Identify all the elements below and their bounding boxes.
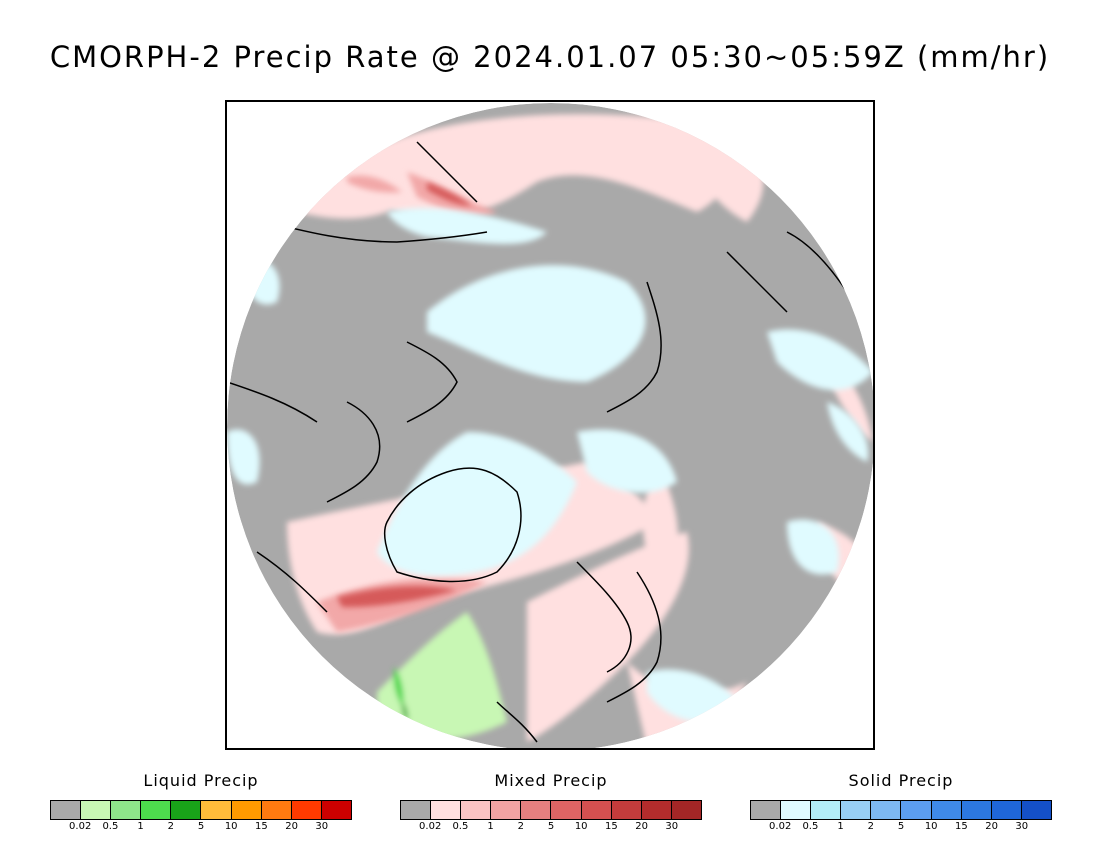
legend-tick-label: 1 [837, 821, 844, 832]
polar-precip-map [225, 100, 875, 750]
legend-tick-label: 15 [605, 821, 618, 832]
mixed-precip-cores [337, 182, 472, 608]
legend-swatch [991, 801, 1022, 819]
legend-swatch [431, 801, 462, 819]
legend-swatches [750, 800, 1052, 820]
legend-swatch [551, 801, 582, 819]
legend-tick-label: 5 [197, 821, 205, 832]
precip-field [227, 103, 873, 748]
legend-swatch [931, 801, 962, 819]
legend-swatch [581, 801, 612, 819]
legend-swatch [111, 801, 142, 819]
legend-tick-label: 10 [224, 821, 238, 832]
legend-swatch [171, 801, 202, 819]
legend-swatch [751, 801, 782, 819]
legend-tick-label: 30 [665, 821, 679, 832]
legend-ticks: 0.02 0.5 1 2 5 10 15 20 30 [400, 821, 702, 835]
legend-swatch [81, 801, 112, 819]
legend-tick-label: 20 [285, 821, 298, 832]
legend-swatch [261, 801, 292, 819]
legend-swatch [321, 801, 351, 819]
legend-tick-label: 1 [487, 821, 494, 832]
legend-mixed: Mixed Precip 0.02 0.5 1 2 5 10 15 20 30 [400, 770, 702, 835]
legend-tick-label: 1 [137, 821, 144, 832]
legend-swatch [201, 801, 232, 819]
legend-tick-label: 0.5 [802, 821, 819, 832]
legend-title: Liquid Precip [143, 771, 259, 790]
legend-swatch [961, 801, 992, 819]
legend-tick-label: 0.02 [69, 821, 92, 832]
legend-swatches [400, 800, 702, 820]
legend-liquid: Liquid Precip 0.02 0.5 1 2 5 10 15 20 30 [50, 770, 352, 835]
legend-tick-label: 20 [985, 821, 998, 832]
legend-swatch [871, 801, 902, 819]
legend-swatch [611, 801, 642, 819]
legend-swatch [51, 801, 82, 819]
legend-swatch [291, 801, 322, 819]
legend-title: Solid Precip [848, 771, 954, 790]
legend-tick-label: 10 [924, 821, 938, 832]
legend-swatch [841, 801, 872, 819]
legend-solid: Solid Precip 0.02 0.5 1 2 5 10 15 20 30 [750, 770, 1052, 835]
legend-tick-label: 15 [955, 821, 968, 832]
legend-ticks: 0.02 0.5 1 2 5 10 15 20 30 [50, 821, 352, 835]
legend-tick-label: 0.5 [102, 821, 119, 832]
legend-swatch [901, 801, 932, 819]
map-title: CMORPH-2 Precip Rate @ 2024.01.07 05:30~… [49, 40, 1051, 74]
legend-tick-label: 0.5 [452, 821, 469, 832]
legend-swatch [141, 801, 172, 819]
legend-title: Mixed Precip [494, 771, 608, 790]
legend-tick-label: 30 [315, 821, 329, 832]
legend-swatch [671, 801, 701, 819]
legend-tick-label: 30 [1015, 821, 1029, 832]
legend-tick-label: 0.02 [419, 821, 442, 832]
solid-precip-areas [227, 208, 873, 723]
legend-swatch [231, 801, 262, 819]
legend-tick-label: 15 [255, 821, 268, 832]
legend-swatch [811, 801, 842, 819]
legend-tick-label: 20 [635, 821, 648, 832]
legend-swatch [1021, 801, 1051, 819]
legend-swatch [461, 801, 492, 819]
legend-tick-label: 0.02 [769, 821, 792, 832]
legend-swatch [491, 801, 522, 819]
legend-tick-label: 2 [517, 821, 524, 832]
legend-tick-label: 2 [167, 821, 174, 832]
legend-tick-label: 5 [547, 821, 555, 832]
legend-swatch [521, 801, 552, 819]
legend-tick-label: 5 [897, 821, 905, 832]
legend-swatch [781, 801, 812, 819]
coastlines [227, 141, 848, 743]
legend-swatch [641, 801, 672, 819]
legend-tick-label: 2 [867, 821, 874, 832]
legend-swatches [50, 800, 352, 820]
legend-swatch [401, 801, 432, 819]
legend-ticks: 0.02 0.5 1 2 5 10 15 20 30 [750, 821, 1052, 835]
map-svg [227, 103, 873, 748]
legend-tick-label: 10 [574, 821, 588, 832]
